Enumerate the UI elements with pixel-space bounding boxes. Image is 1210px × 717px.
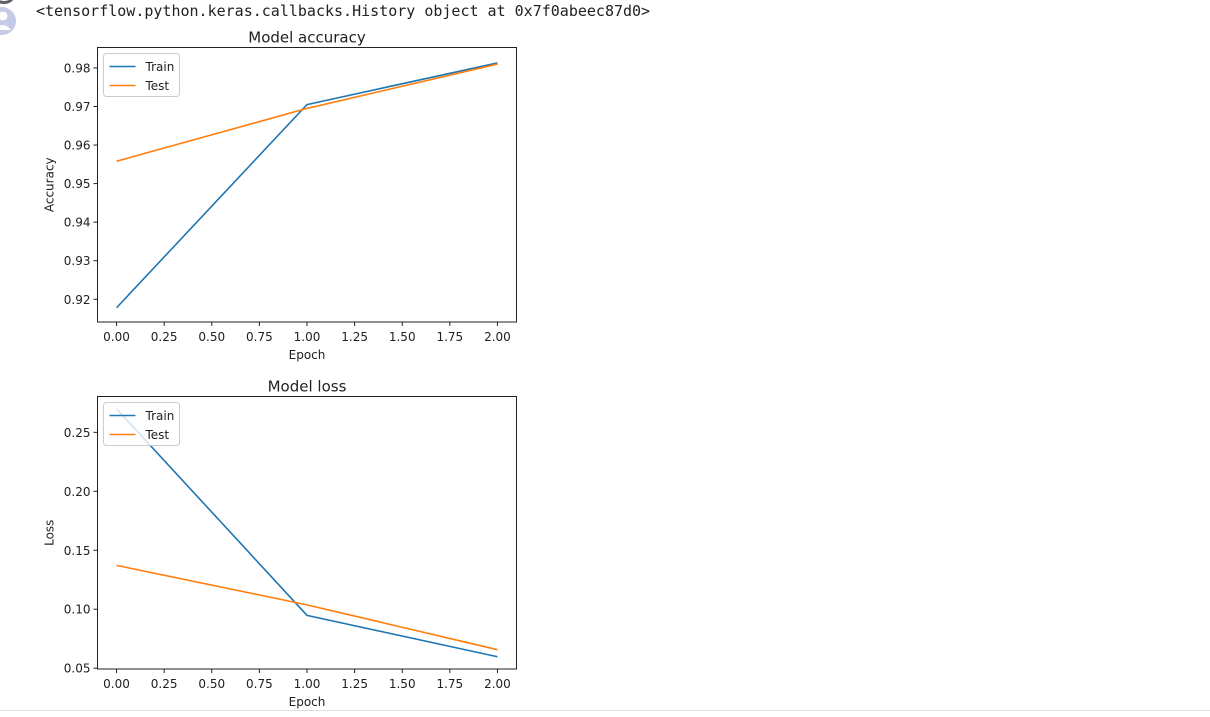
x-tick-label: 1.50 [389, 330, 416, 344]
plot-frame [97, 396, 517, 670]
y-tick-label: 0.94 [64, 216, 91, 230]
legend-label: Train [145, 60, 175, 74]
y-tick-label: 0.05 [64, 662, 91, 676]
x-tick-label: 1.25 [341, 330, 368, 344]
legend: Train Test [103, 53, 180, 97]
y-tick-label: 0.25 [64, 426, 91, 440]
output-text: <tensorflow.python.keras.callbacks.Histo… [36, 2, 651, 20]
x-tick-label: 2.00 [484, 330, 511, 344]
y-tick-label: 0.10 [64, 603, 91, 617]
x-tick-label: 0.00 [103, 330, 130, 344]
output-avatar-icon[interactable] [0, 6, 18, 36]
x-tick-label: 1.25 [341, 677, 368, 691]
legend-label: Test [145, 79, 170, 93]
x-tick-label: 0.25 [151, 330, 178, 344]
x-tick-label: 0.75 [246, 677, 273, 691]
y-tick-label: 0.20 [64, 485, 91, 499]
cell-divider [0, 710, 1210, 711]
chart-title: Model accuracy [248, 29, 366, 47]
x-axis-label: Epoch [289, 348, 326, 362]
y-tick-label: 0.97 [64, 100, 91, 114]
y-tick-label: 0.92 [64, 293, 91, 307]
legend-label: Train [145, 409, 175, 423]
y-tick-label: 0.96 [64, 139, 91, 153]
y-tick-label: 0.98 [64, 61, 91, 75]
x-tick-label: 0.25 [151, 677, 178, 691]
legend: Train Test [103, 402, 180, 446]
x-tick-label: 0.00 [103, 677, 130, 691]
x-axis-label: Epoch [289, 695, 326, 709]
legend-label: Test [145, 428, 170, 442]
output-gutter [0, 0, 30, 717]
x-tick-label: 1.00 [294, 677, 321, 691]
y-tick-label: 0.93 [64, 254, 91, 268]
x-tick-label: 0.75 [246, 330, 273, 344]
series-line-test [116, 564, 498, 651]
x-tick-label: 2.00 [484, 677, 511, 691]
plot-frame [97, 47, 517, 323]
x-tick-label: 0.50 [198, 677, 225, 691]
x-tick-label: 1.50 [389, 677, 416, 691]
y-tick-label: 0.95 [64, 177, 91, 191]
y-tick-label: 0.15 [64, 544, 91, 558]
chart-title: Model loss [268, 378, 347, 396]
chart-1: Model accuracy 0.92 0.93 0.94 0.95 0.96 0.97 0.… [43, 29, 517, 362]
y-axis-label: Accuracy [43, 157, 57, 212]
series-line-train [115, 408, 498, 658]
series-line-train [115, 62, 498, 309]
x-tick-label: 0.50 [198, 330, 225, 344]
x-tick-label: 1.00 [294, 330, 321, 344]
y-axis-label: Loss [43, 520, 57, 546]
x-tick-label: 1.75 [436, 330, 463, 344]
x-tick-label: 1.75 [436, 677, 463, 691]
chart-2: Model loss 0.05 0.10 0.15 0.20 0.25 0.00 0.25 0.… [43, 378, 517, 709]
series-line-test [116, 63, 498, 163]
